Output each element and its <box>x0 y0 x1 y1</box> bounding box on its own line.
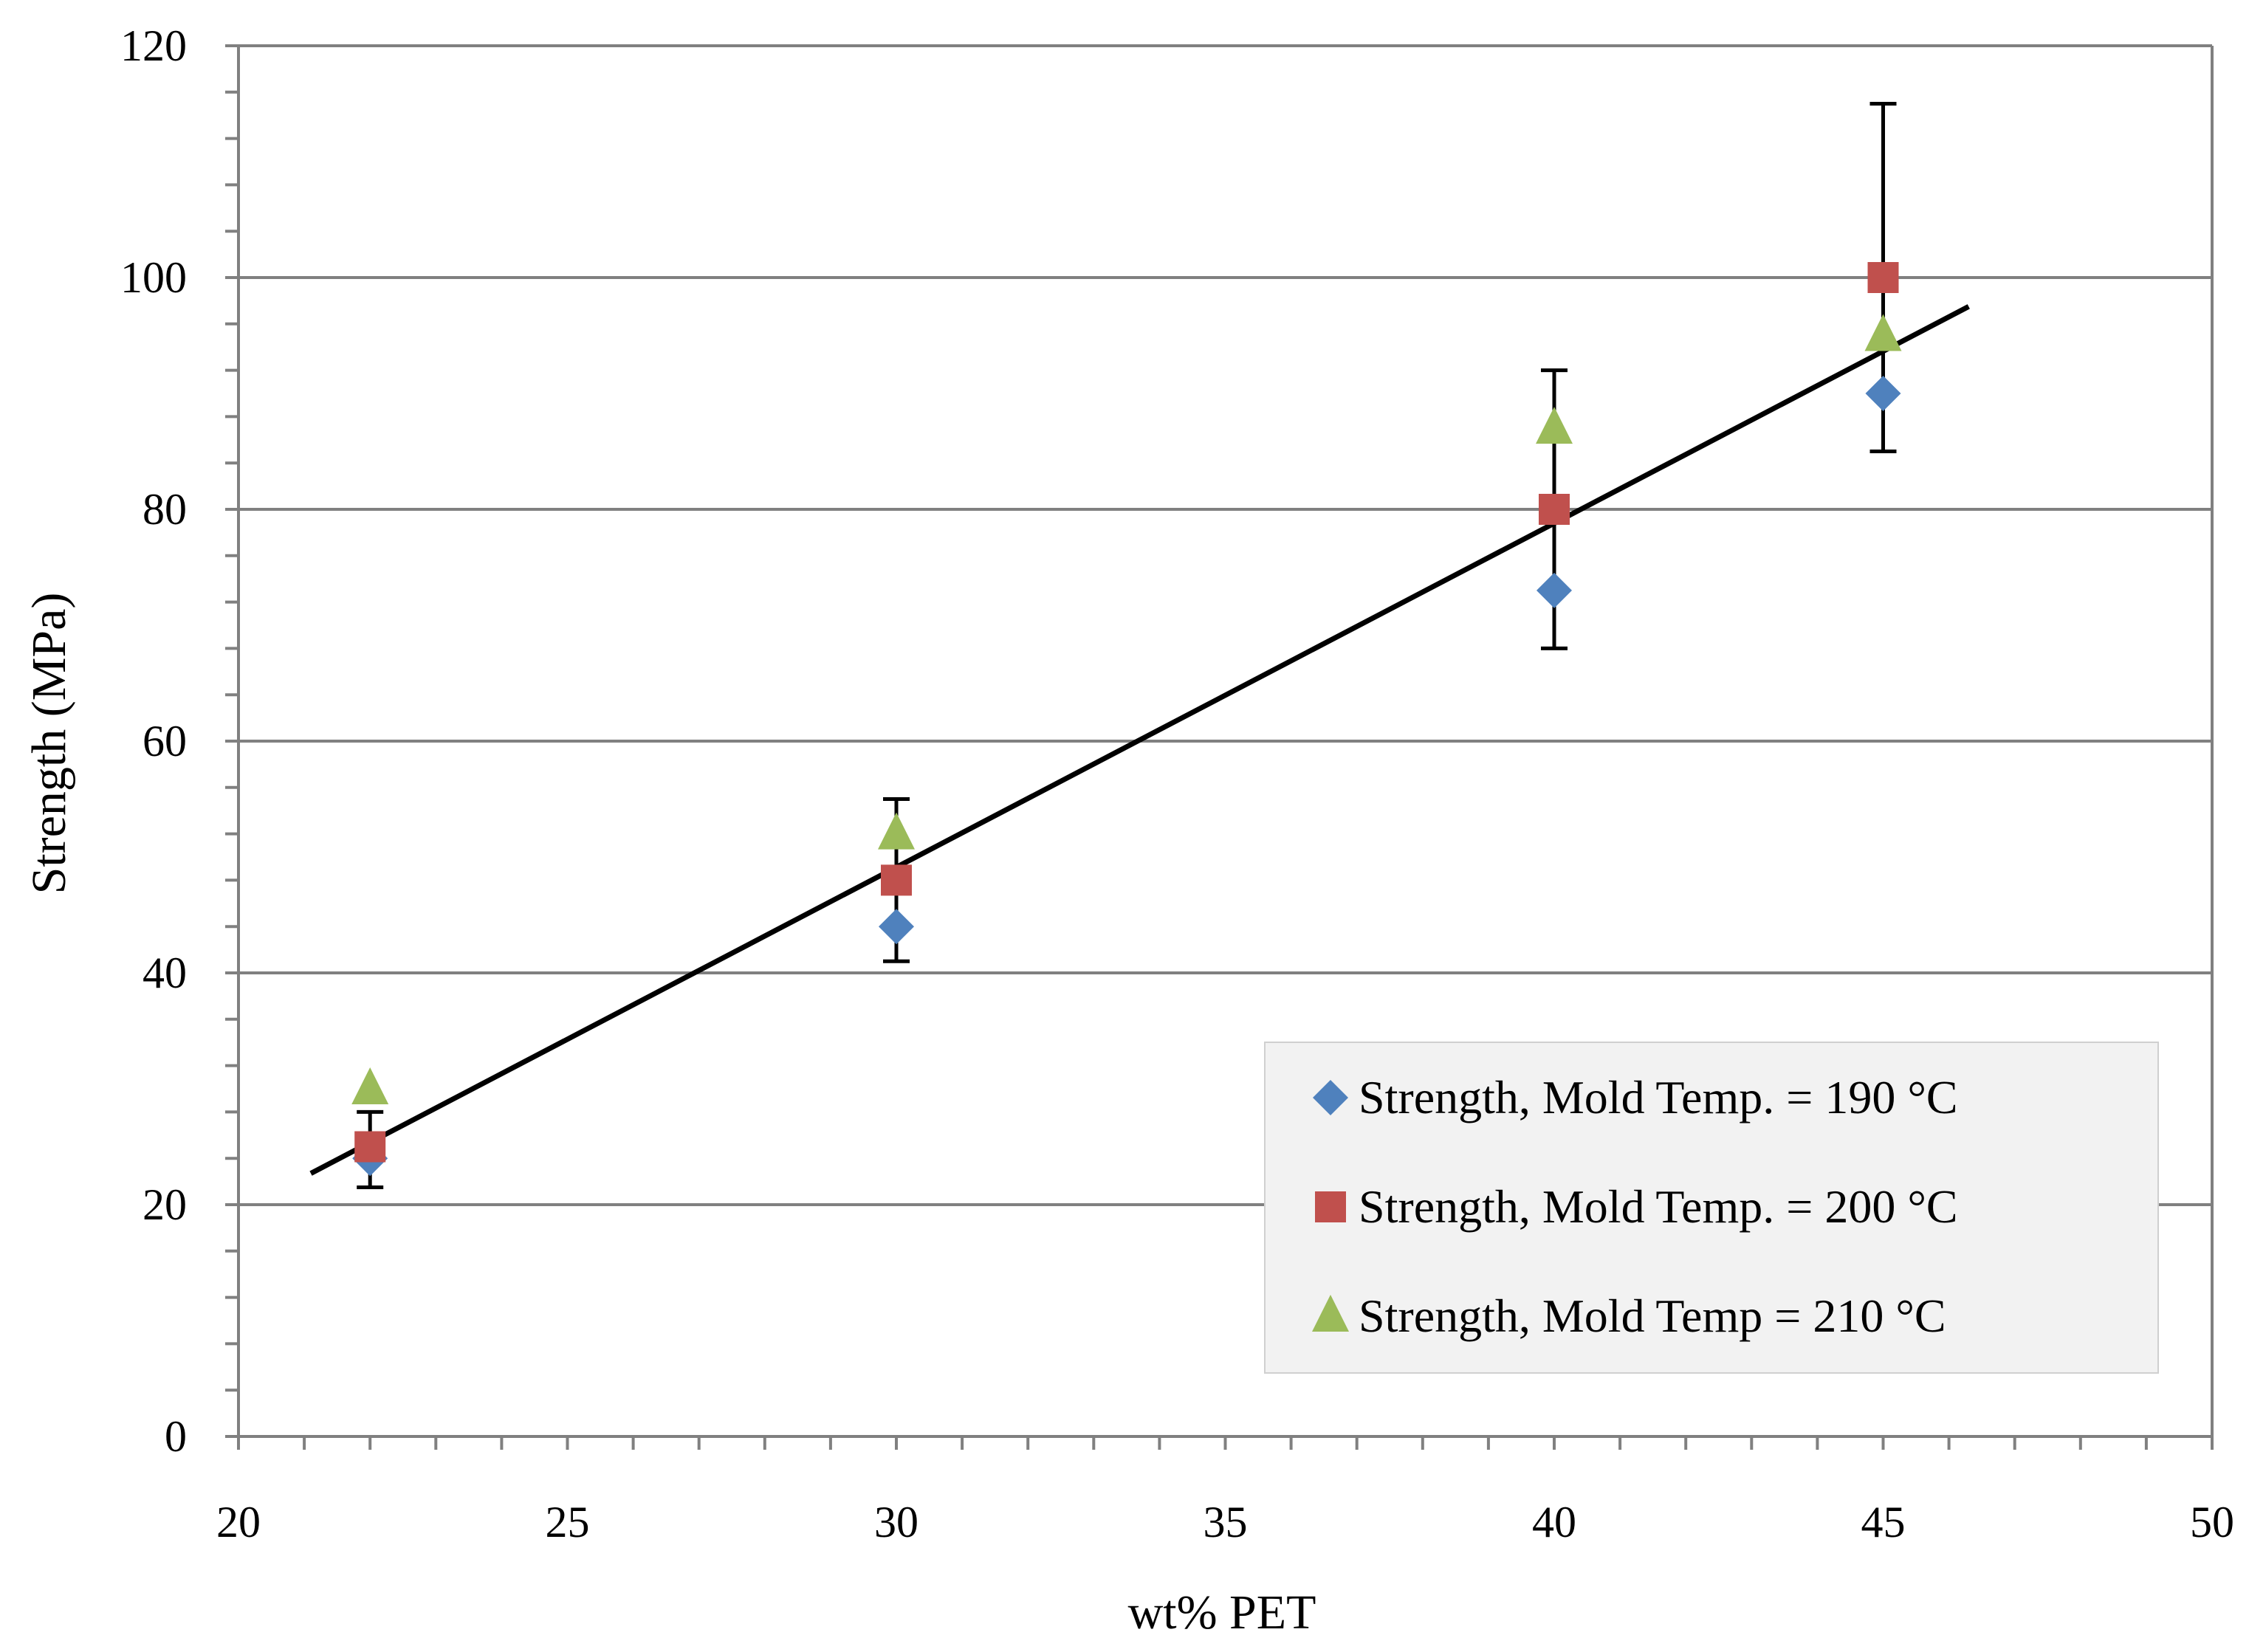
legend-markers <box>1312 1080 1349 1332</box>
point-s190-x40 <box>1536 572 1572 608</box>
point-s200-x22 <box>354 1131 386 1163</box>
legend-marker-s210 <box>1312 1295 1349 1332</box>
legend: Strength, Mold Temp. = 190 °C Strength, … <box>1264 1042 2159 1374</box>
x-tick-label-25: 25 <box>546 1498 590 1546</box>
y-tick-label-80: 80 <box>143 485 187 534</box>
trendline <box>309 304 1970 1176</box>
legend-label-200: Strength, Mold Temp. = 200 °C <box>1359 1180 1958 1233</box>
legend-marker-s200 <box>1315 1191 1346 1222</box>
axes <box>225 44 2214 1450</box>
y-tick-label-40: 40 <box>143 949 187 997</box>
x-tick-label-40: 40 <box>1532 1498 1576 1546</box>
legend-label-210: Strength, Mold Temp = 210 °C <box>1359 1290 1946 1342</box>
x-tick-label-35: 35 <box>1204 1498 1248 1546</box>
point-s200-x45 <box>1867 262 1899 293</box>
x-tick-label-30: 30 <box>874 1498 919 1546</box>
point-s200-x40 <box>1539 494 1570 525</box>
point-s200-x30 <box>881 864 912 896</box>
y-axis-title: Strength (MPa) <box>22 593 76 895</box>
point-s210-x30 <box>878 812 915 850</box>
y-tick-label-60: 60 <box>143 717 187 765</box>
x-axis-title: wt% PET <box>1128 1586 1316 1639</box>
y-tick-label-20: 20 <box>143 1180 187 1229</box>
legend-label-190: Strength, Mold Temp. = 190 °C <box>1359 1071 1958 1123</box>
point-s210-x22 <box>351 1067 389 1104</box>
gridlines <box>238 44 2212 1206</box>
point-s210-x45 <box>1864 314 1902 351</box>
point-s210-x40 <box>1536 407 1573 444</box>
point-s190-x30 <box>879 909 914 945</box>
y-tick-label-100: 100 <box>120 253 187 302</box>
point-s190-x45 <box>1865 376 1901 411</box>
x-tick-label-20: 20 <box>216 1498 261 1546</box>
trendline-layer <box>309 304 1970 1176</box>
x-tick-label-45: 45 <box>1861 1498 1906 1546</box>
y-tick-label-120: 120 <box>120 21 187 70</box>
legend-box <box>1264 1042 2159 1374</box>
error-bars <box>357 102 1897 1189</box>
tick-labels: 0 20 40 60 80 100 120 20 25 30 35 40 45 50 <box>120 21 2234 1546</box>
legend-marker-s190 <box>1313 1080 1348 1115</box>
x-tick-label-50: 50 <box>2190 1498 2234 1546</box>
data-markers <box>351 262 1902 1177</box>
y-tick-label-0: 0 <box>165 1412 187 1461</box>
